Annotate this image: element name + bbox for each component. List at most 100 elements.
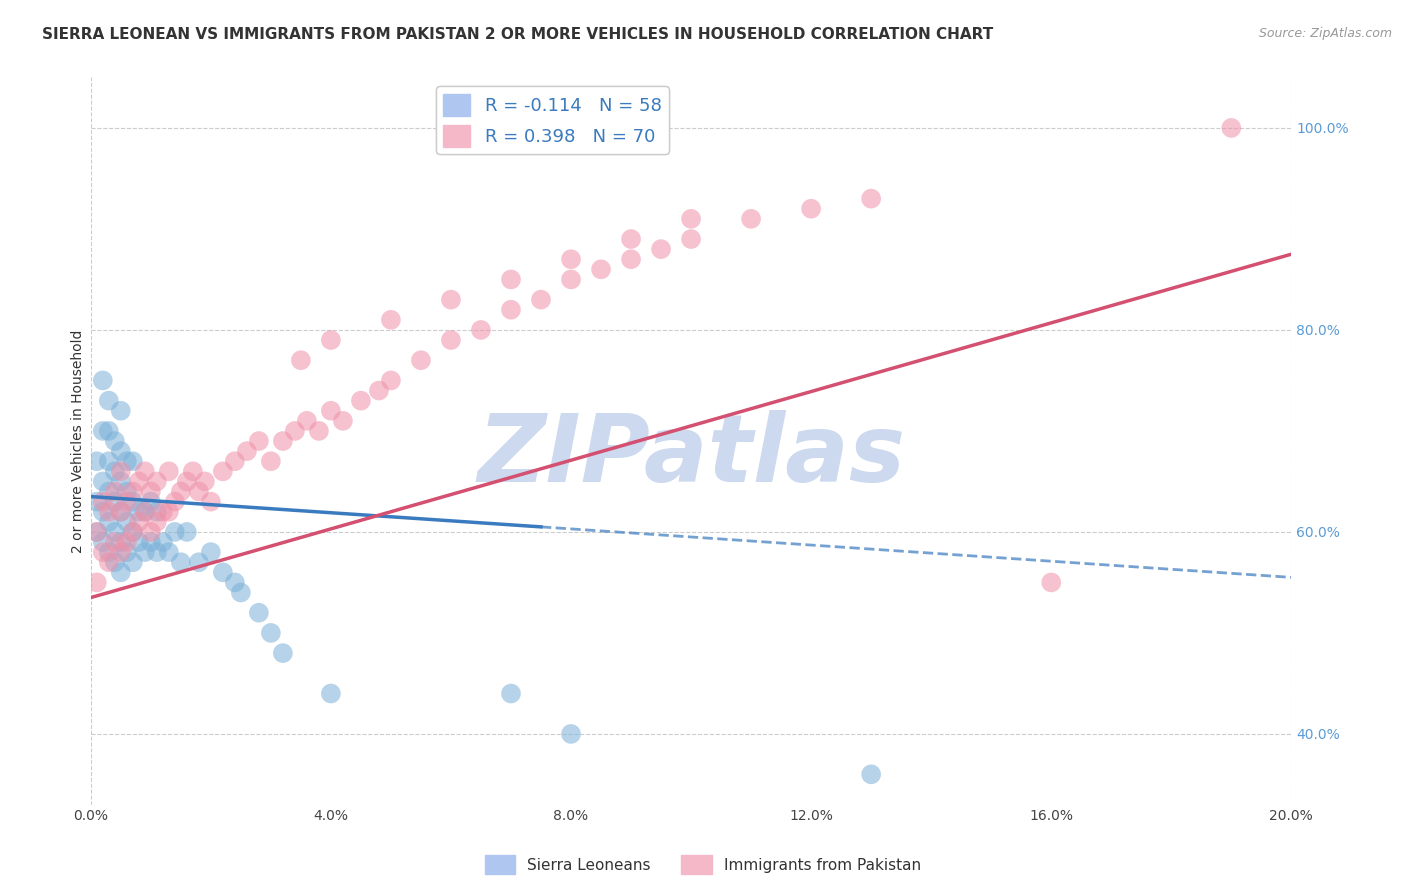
Point [104,535,127,549]
Point [104,494,127,508]
Point [115,515,138,529]
Point [104,555,127,569]
Point [187,555,209,569]
Point [115,535,138,549]
Point [530,293,553,307]
Legend: R = -0.114   N = 58, R = 0.398   N = 70: R = -0.114 N = 58, R = 0.398 N = 70 [436,87,669,154]
Point [97,555,120,569]
Point [620,232,643,246]
Point [115,454,138,468]
Point [499,272,522,286]
Point [86,494,108,508]
Point [91,505,114,519]
Point [86,524,108,539]
Point [332,414,354,428]
Point [224,575,246,590]
Point [319,403,342,417]
Point [104,484,127,499]
Text: ZIPatlas: ZIPatlas [477,409,905,501]
Point [110,475,132,489]
Point [176,475,198,489]
Point [121,494,143,508]
Point [97,393,120,408]
Point [104,524,127,539]
Point [121,555,143,569]
Point [97,505,120,519]
Point [121,524,143,539]
Point [620,252,643,267]
Point [157,464,180,478]
Point [295,414,318,428]
Point [128,475,150,489]
Point [260,626,283,640]
Point [176,524,198,539]
Point [187,484,209,499]
Point [157,505,180,519]
Point [139,535,162,549]
Point [236,444,259,458]
Point [380,373,402,387]
Point [146,515,169,529]
Point [284,424,307,438]
Point [121,484,143,499]
Point [409,353,432,368]
Point [271,434,294,448]
Point [139,484,162,499]
Point [271,646,294,660]
Point [350,393,373,408]
Point [146,545,169,559]
Point [86,524,108,539]
Point [560,272,582,286]
Point [499,302,522,317]
Point [181,464,204,478]
Point [110,566,132,580]
Y-axis label: 2 or more Vehicles in Household: 2 or more Vehicles in Household [72,329,86,553]
Point [134,464,156,478]
Point [194,475,217,489]
Point [139,494,162,508]
Point [91,494,114,508]
Point [368,384,391,398]
Point [224,454,246,468]
Point [97,515,120,529]
Point [247,606,270,620]
Point [800,202,823,216]
Point [170,555,193,569]
Point [91,545,114,559]
Text: Source: ZipAtlas.com: Source: ZipAtlas.com [1258,27,1392,40]
Point [86,454,108,468]
Point [134,545,156,559]
Point [91,424,114,438]
Point [212,566,235,580]
Point [319,333,342,347]
Point [681,232,703,246]
Point [229,585,252,599]
Point [110,444,132,458]
Point [110,403,132,417]
Point [110,505,132,519]
Point [308,424,330,438]
Point [97,454,120,468]
Point [650,242,672,256]
Point [380,313,402,327]
Point [740,211,762,226]
Point [860,767,883,781]
Text: SIERRA LEONEAN VS IMMIGRANTS FROM PAKISTAN 2 OR MORE VEHICLES IN HOUSEHOLD CORRE: SIERRA LEONEAN VS IMMIGRANTS FROM PAKIST… [42,27,994,42]
Point [146,475,169,489]
Point [200,545,222,559]
Point [560,727,582,741]
Point [97,484,120,499]
Point [97,545,120,559]
Point [104,434,127,448]
Point [319,686,342,700]
Point [681,211,703,226]
Point [157,545,180,559]
Point [110,545,132,559]
Point [115,545,138,559]
Point [860,192,883,206]
Point [560,252,582,267]
Point [128,515,150,529]
Point [440,293,463,307]
Point [440,333,463,347]
Point [260,454,283,468]
